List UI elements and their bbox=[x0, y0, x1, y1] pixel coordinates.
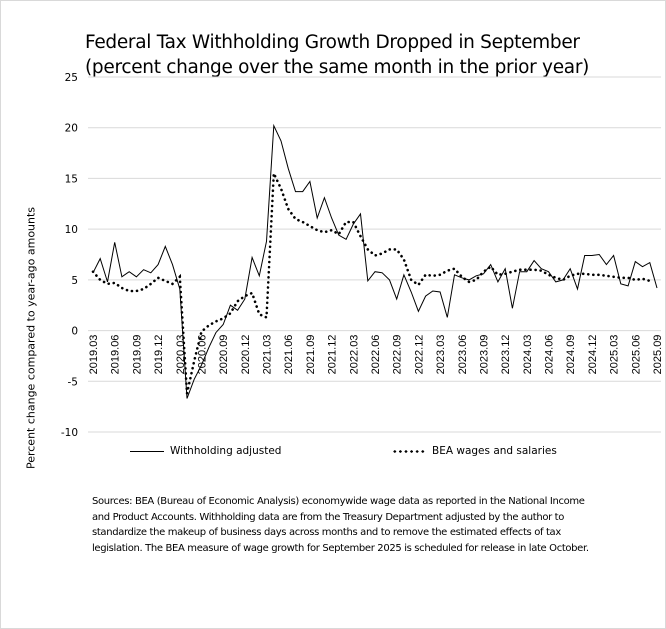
y-tick-label: 15 bbox=[65, 173, 78, 185]
x-tick-label: 2021.03 bbox=[262, 335, 274, 375]
x-tick-label: 2020.06 bbox=[196, 335, 208, 375]
legend-swatch-dotted bbox=[392, 449, 426, 453]
x-tick-label: 2022.12 bbox=[413, 335, 425, 375]
x-axis-ticks: 2019.03 2019.06 2019.09 2019.12 2020.03 2020.… bbox=[88, 335, 664, 375]
x-tick-label: 2022.06 bbox=[370, 335, 382, 375]
chart-title: Federal Tax Withholding Growth Dropped i… bbox=[85, 32, 580, 53]
x-tick-label: 2024.06 bbox=[544, 335, 556, 375]
gridlines bbox=[88, 76, 661, 433]
x-tick-label: 2021.06 bbox=[283, 335, 295, 375]
y-tick-label: 10 bbox=[65, 224, 78, 236]
y-tick-label: -5 bbox=[68, 376, 78, 388]
x-tick-label: 2023.12 bbox=[500, 335, 512, 375]
y-tick-label: 25 bbox=[65, 72, 78, 84]
x-tick-label: 2024.03 bbox=[522, 335, 534, 375]
x-tick-label: 2022.09 bbox=[392, 335, 404, 375]
series-lines bbox=[91, 123, 658, 399]
x-tick-label: 2023.03 bbox=[435, 335, 447, 375]
x-tick-label: 2024.09 bbox=[565, 335, 577, 375]
x-tick-label: 2021.09 bbox=[305, 335, 317, 375]
sources-note: Sources: BEA (Bureau of Economic Analysi… bbox=[92, 496, 589, 554]
y-tick-label: 20 bbox=[65, 123, 78, 135]
series-line-bea-wages bbox=[91, 172, 652, 394]
y-tick-label: 5 bbox=[71, 275, 78, 287]
x-tick-label: 2020.09 bbox=[218, 335, 230, 375]
x-tick-label: 2024.12 bbox=[587, 335, 599, 375]
x-tick-label: 2023.06 bbox=[457, 335, 469, 375]
y-axis-ticks: 25 20 15 10 5 0 -5 -10 bbox=[61, 72, 78, 439]
x-tick-label: 2025.03 bbox=[609, 335, 621, 375]
x-tick-label: 2019.06 bbox=[110, 335, 122, 375]
x-tick-label: 2019.09 bbox=[131, 335, 143, 375]
x-tick-label: 2025.09 bbox=[652, 335, 664, 375]
x-tick-label: 2022.03 bbox=[348, 335, 360, 375]
x-tick-label: 2019.12 bbox=[153, 335, 165, 375]
y-tick-label: -10 bbox=[61, 427, 78, 439]
x-tick-label: 2021.12 bbox=[327, 335, 339, 375]
legend-swatch-solid bbox=[130, 450, 164, 452]
x-tick-label: 2019.03 bbox=[88, 335, 100, 375]
chart-subtitle: (percent change over the same month in t… bbox=[85, 57, 590, 78]
legend-label-withholding: Withholding adjusted bbox=[170, 445, 282, 457]
x-tick-label: 2025.06 bbox=[630, 335, 642, 375]
chart-title-block: Federal Tax Withholding Growth Dropped i… bbox=[85, 30, 589, 80]
y-tick-label: 0 bbox=[71, 326, 78, 338]
x-tick-label: 2020.12 bbox=[240, 335, 252, 375]
legend-item-withholding: Withholding adjusted bbox=[130, 445, 281, 457]
legend-label-bea: BEA wages and salaries bbox=[432, 445, 557, 457]
x-tick-label: 2023.09 bbox=[478, 335, 490, 375]
legend-item-bea: BEA wages and salaries bbox=[392, 445, 557, 457]
